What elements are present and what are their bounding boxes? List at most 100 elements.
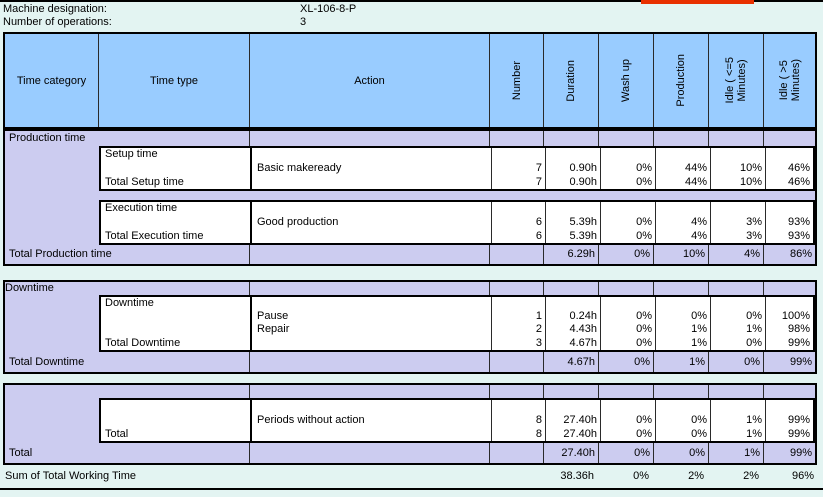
duration-cell: 0.90h [546, 175, 601, 189]
header-production: Production [654, 34, 709, 127]
idle-gt5-cell: 46% [787, 162, 810, 174]
section-downtime: Downtime Downtime Pause 1 0.24h [3, 280, 817, 374]
section-total-row: Total 27.40h 0% 0% 1% 99% [5, 443, 815, 463]
report-meta: Machine designation: XL-106-8-P Number o… [3, 3, 820, 29]
section-production-time: Production time Setup time Basic makerea… [3, 129, 817, 266]
section-label-row: Production time [5, 131, 815, 146]
number-cell: 3 [492, 336, 546, 350]
time-type-cell: Total [101, 427, 252, 441]
washup-cell: 0% [601, 427, 656, 441]
idle-le5-cell: 2% [743, 470, 759, 482]
duration-cell: 6.29h [544, 245, 599, 264]
idle-le5-cell: 1% [711, 427, 766, 441]
production-cell: 0% [656, 310, 711, 323]
section-label: Production time [5, 131, 250, 146]
idle-le5-cell: 1% [709, 443, 764, 463]
section-remaining-time: Periods without action 8 27.40h 0% 0% 1%… [3, 383, 817, 465]
action-cell: Pause [252, 310, 492, 323]
idle-gt5-cell: 99% [787, 337, 810, 349]
block-total-row: Total Execution time 6 5.39h 0% 4% 3% 93… [101, 229, 813, 243]
idle-gt5-cell: 46% [787, 176, 810, 188]
section-label: Downtime [5, 282, 250, 295]
number-cell: 7 [492, 161, 546, 175]
idle-le5-cell: 3% [711, 215, 766, 229]
machine-designation-row: Machine designation: XL-106-8-P [3, 3, 820, 16]
washup-cell: 0% [633, 470, 649, 482]
idle-gt5-cell: 86% [789, 248, 812, 260]
block-header-row: Execution time [101, 202, 813, 215]
table-header-row: Time category Time type Action Number Du… [3, 32, 817, 129]
machine-designation-value: XL-106-8-P [300, 3, 357, 15]
idle-gt5-cell: 99% [789, 356, 812, 368]
washup-cell: 0% [601, 161, 656, 175]
washup-cell: 0% [601, 323, 656, 336]
duration-cell: 4.67h [544, 352, 599, 372]
table-row: Good production 6 5.39h 0% 4% 3% 93% [101, 215, 813, 229]
idle-gt5-cell: 93% [787, 216, 810, 228]
time-type-cell: Execution time [101, 202, 252, 215]
idle-gt5-cell: 96% [791, 470, 814, 482]
duration-cell: 27.40h [546, 427, 601, 441]
time-type-cell: Total Execution time [101, 229, 252, 243]
washup-cell: 0% [601, 175, 656, 189]
production-cell: 4% [656, 215, 711, 229]
time-type-cell [101, 400, 252, 413]
section-label-row: Downtime [5, 282, 815, 295]
header-duration: Duration [544, 34, 599, 127]
idle-gt5-cell: 98% [787, 323, 810, 335]
header-idle-le5: Idle ( <=5 Minutes) [709, 34, 764, 127]
action-cell: Good production [252, 215, 492, 229]
block-header-row [101, 400, 813, 413]
production-cell: 4% [656, 229, 711, 243]
number-cell [488, 465, 542, 488]
number-cell: 7 [492, 175, 546, 189]
number-cell [490, 352, 544, 372]
operations-value: 3 [300, 16, 307, 28]
block-header-row: Setup time [101, 148, 813, 161]
header-action: Action [250, 34, 490, 127]
idle-le5-cell: 4% [709, 245, 764, 264]
duration-cell: 27.40h [546, 413, 601, 427]
header-idle-gt5: Idle ( >5 Minutes) [777, 59, 802, 102]
table-row: Periods without action 8 27.40h 0% 0% 1%… [101, 413, 813, 427]
section-gap [3, 266, 817, 280]
sum-label: Sum of Total Working Time [5, 470, 137, 482]
washup-cell: 0% [601, 310, 656, 323]
washup-cell: 0% [601, 229, 656, 243]
operations-label: Number of operations: [3, 16, 112, 28]
section-total-row: Total Production time 6.29h 0% 10% 4% 86… [5, 245, 815, 264]
washup-cell: 0% [601, 413, 656, 427]
table-row: Pause 1 0.24h 0% 0% 0% 100% [101, 310, 813, 323]
duration-cell: 0.24h [546, 310, 601, 323]
washup-cell: 0% [599, 443, 654, 463]
block-total-row: Total 8 27.40h 0% 0% 1% 99% [101, 427, 813, 441]
section-total-label: Total Production time [5, 245, 250, 264]
table-row: Repair 2 4.43h 0% 1% 1% 98% [101, 323, 813, 336]
number-cell: 1 [492, 310, 546, 323]
production-cell: 44% [656, 175, 711, 189]
washup-cell: 0% [599, 352, 654, 372]
header-time-category: Time category [5, 34, 99, 127]
idle-le5-cell: 0% [711, 336, 766, 350]
production-cell: 1% [656, 336, 711, 350]
duration-cell: 4.43h [546, 323, 601, 336]
production-cell: 0% [656, 413, 711, 427]
duration-cell: 0.90h [546, 161, 601, 175]
number-cell: 8 [492, 427, 546, 441]
block-total-row: Total Setup time 7 0.90h 0% 44% 10% 46% [101, 175, 813, 189]
idle-le5-cell: 3% [711, 229, 766, 243]
number-cell: 8 [492, 413, 546, 427]
idle-gt5-cell: 99% [787, 414, 810, 426]
duration-cell: 4.67h [546, 336, 601, 350]
section-gap [3, 374, 817, 383]
production-cell: 0% [656, 427, 711, 441]
section-label-row [5, 385, 815, 398]
time-report-table: Time category Time type Action Number Du… [3, 32, 817, 488]
machine-designation-label: Machine designation: [3, 3, 107, 15]
block-gap [5, 191, 815, 200]
idle-gt5-cell: 99% [787, 428, 810, 440]
action-cell: Basic makeready [252, 161, 492, 175]
block-header-row: Downtime [101, 297, 813, 310]
number-cell [490, 245, 544, 264]
downtime-block: Downtime Pause 1 0.24h 0% 0% 0% 100% [99, 295, 815, 352]
